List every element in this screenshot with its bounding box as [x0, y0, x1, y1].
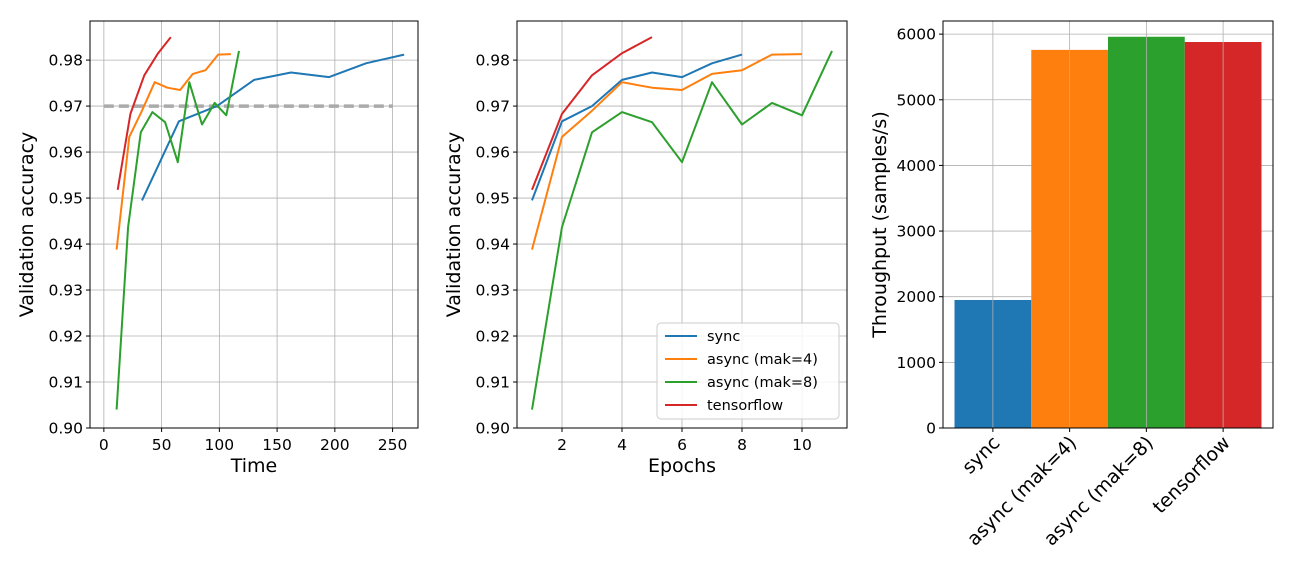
x-axis-label: Epochs	[648, 455, 716, 477]
series-line-async4	[531, 53, 803, 250]
y-axis-label: Validation accuracy	[443, 132, 465, 318]
y-tick-label: 0.97	[48, 98, 83, 116]
legend-label-sync: sync	[707, 329, 740, 345]
series-line-async4	[115, 53, 231, 250]
y-tick-label: 2000	[897, 288, 936, 306]
y-tick-label: 0.94	[475, 236, 510, 254]
x-tick-label: 2	[557, 436, 567, 454]
legend-label-async4: async (mak=4)	[707, 352, 818, 368]
y-tick-label: 0.91	[475, 374, 510, 392]
x-tick-label-tensorflow: tensorflow	[1149, 432, 1235, 518]
y-tick-label: 1000	[897, 354, 936, 372]
plot-frame	[942, 20, 1274, 429]
x-tick-label: 4	[617, 436, 627, 454]
series-line-sync	[141, 53, 405, 201]
y-tick-label: 0	[926, 420, 936, 438]
y-tick-label: 0.90	[475, 420, 510, 438]
series-line-tensorflow	[531, 36, 653, 191]
y-axis-label: Throughput (samples/s)	[869, 111, 891, 339]
y-tick-label: 0.92	[48, 328, 83, 346]
x-tick-label: 200	[320, 436, 350, 454]
y-tick-label: 0.98	[48, 52, 83, 70]
y-tick-label: 0.93	[475, 282, 510, 300]
x-tick-label: 8	[737, 436, 747, 454]
legend-box	[656, 322, 840, 420]
x-tick-label: 0	[99, 436, 109, 454]
legend-label-tensorflow: tensorflow	[707, 398, 783, 414]
plot-frame	[89, 20, 419, 429]
x-tick-label: 150	[262, 436, 292, 454]
legend-label-async8: async (mak=8)	[707, 375, 818, 391]
y-tick-label: 0.90	[48, 420, 83, 438]
y-tick-label: 0.96	[48, 144, 83, 162]
y-axis-label: Validation accuracy	[16, 132, 38, 318]
x-tick-label: 6	[677, 436, 687, 454]
x-tick-label: 10	[792, 436, 812, 454]
y-tick-label: 3000	[897, 223, 936, 241]
x-tick-label-sync: sync	[958, 432, 1004, 478]
epochs-accuracy-panel: 2 4 6 8 10 0.90 0.91 0.92 0.93 0.94 0.95 0.96 0.97 0.…	[443, 20, 848, 477]
series-line-async8	[531, 50, 833, 410]
y-tick-label: 0.91	[48, 374, 83, 392]
x-tick-label: 100	[205, 436, 235, 454]
y-tick-label: 0.92	[475, 328, 510, 346]
x-tick-label: 50	[152, 436, 172, 454]
x-tick-label: 250	[378, 436, 408, 454]
series-line-tensorflow	[116, 36, 172, 190]
time-accuracy-panel: 0 50 100 150 200 250 0.90 0.91 0.92 0.93 0.94 0.95 0…	[16, 20, 419, 477]
y-tick-label: 0.95	[475, 190, 510, 208]
y-tick-label: 5000	[897, 91, 936, 109]
y-tick-label: 0.95	[48, 190, 83, 208]
y-tick-label: 6000	[897, 26, 936, 44]
series-line-sync	[531, 53, 743, 201]
series-line-async8	[115, 50, 240, 410]
y-tick-label: 0.93	[48, 282, 83, 300]
y-tick-label: 0.98	[475, 52, 510, 70]
y-tick-label: 0.94	[48, 236, 83, 254]
y-tick-label: 0.97	[475, 98, 510, 116]
x-axis-label: Time	[230, 455, 278, 477]
y-tick-label: 0.96	[475, 144, 510, 162]
y-tick-label: 4000	[897, 157, 936, 175]
